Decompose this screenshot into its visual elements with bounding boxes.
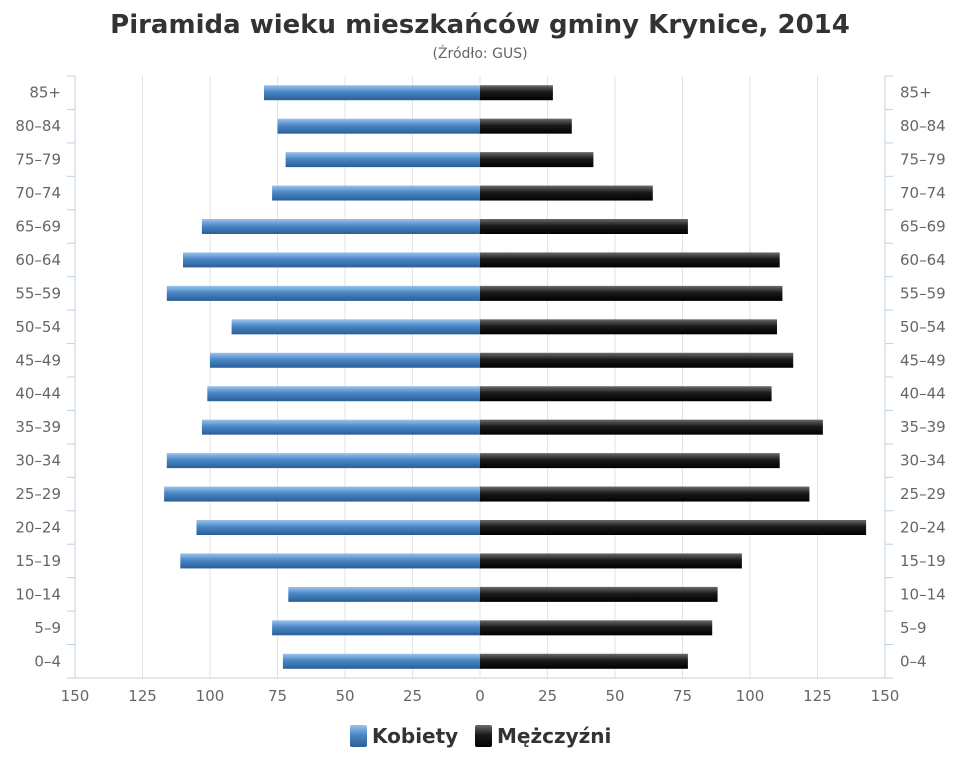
legend-kobiety-label: Kobiety [372,724,458,748]
bar-kobiety [164,486,480,502]
x-tick-label: 125 [128,687,157,705]
category-label-left: 65–69 [15,218,61,236]
category-label-left: 60–64 [15,251,61,269]
bar-mezczyzni [480,252,780,268]
x-tick-label: 25 [403,687,422,705]
axes: 150 125 100 75 50 25 0 25 50 75 100 125 150 85+ 85+ 80–… [15,75,946,705]
category-label-right: 15–19 [900,552,946,570]
category-label-left: 55–59 [15,284,61,302]
category-label-right: 40–44 [900,385,946,403]
x-tick-label: 0 [475,687,485,705]
bar-mezczyzni [480,486,810,502]
bar-mezczyzni [480,285,783,301]
x-tick-label: 75 [268,687,287,705]
category-label-right: 50–54 [900,318,946,336]
category-label-left: 80–84 [15,117,61,135]
category-label-right: 75–79 [900,151,946,169]
x-tick-label: 50 [605,687,624,705]
x-tick-label: 100 [736,687,765,705]
category-label-right: 0–4 [900,652,927,670]
bar-kobiety [201,219,480,234]
category-label-right: 25–29 [900,485,946,503]
bar-kobiety [277,118,480,134]
bar-kobiety [210,352,480,368]
x-tick-label: 75 [673,687,692,705]
x-tick-label: 150 [871,687,900,705]
bar-mezczyzni [480,185,653,201]
bar-mezczyzni [480,620,713,636]
category-label-right: 20–24 [900,519,946,537]
bar-mezczyzni [480,419,823,435]
category-label-left: 75–79 [15,151,61,169]
x-tick-label: 100 [196,687,225,705]
category-label-right: 5–9 [900,619,927,637]
bar-mezczyzni [480,319,777,335]
bar-mezczyzni [480,85,553,101]
category-label-left: 30–34 [15,452,61,470]
bar-kobiety [282,653,480,669]
legend-mezczyzni-label: Mężczyźni [497,724,611,748]
category-label-right: 30–34 [900,452,946,470]
category-label-left: 15–19 [15,552,61,570]
x-tick-label: 25 [538,687,557,705]
category-label-left: 35–39 [15,418,61,436]
category-label-left: 50–54 [15,318,61,336]
bars [164,85,867,669]
bar-kobiety [183,252,480,268]
category-label-left: 45–49 [15,351,61,369]
bar-mezczyzni [480,118,572,134]
category-label-left: 85+ [29,84,61,102]
legend-mezczyzni-swatch [475,725,492,747]
bar-mezczyzni [480,653,688,669]
legend-kobiety-swatch [350,725,367,747]
bar-kobiety [166,453,481,469]
chart-title: Piramida wieku mieszkańców gminy Krynice… [110,10,850,40]
bar-kobiety [272,185,480,201]
category-label-right: 85+ [900,84,932,102]
bar-kobiety [196,520,480,535]
x-tick-label: 125 [803,687,832,705]
category-label-right: 70–74 [900,184,946,202]
bar-kobiety [264,85,480,101]
bar-kobiety [207,386,481,402]
bar-kobiety [288,586,480,602]
category-label-right: 45–49 [900,351,946,369]
bar-mezczyzni [480,453,780,469]
bar-mezczyzni [480,352,794,368]
category-label-left: 70–74 [15,184,61,202]
bar-mezczyzni [480,152,594,168]
category-label-left: 10–14 [15,585,61,603]
category-label-right: 35–39 [900,418,946,436]
bar-kobiety [285,152,480,168]
category-label-right: 10–14 [900,585,946,603]
category-label-left: 0–4 [34,652,61,670]
bar-kobiety [166,285,481,301]
bar-mezczyzni [480,586,718,602]
category-label-right: 60–64 [900,251,946,269]
bar-kobiety [231,319,480,335]
category-label-left: 5–9 [34,619,61,637]
bar-mezczyzni [480,219,688,234]
bar-mezczyzni [480,553,742,569]
category-label-left: 40–44 [15,385,61,403]
bar-kobiety [272,620,480,636]
category-label-right: 55–59 [900,284,946,302]
chart-subtitle: (Źródło: GUS) [432,44,527,62]
category-label-left: 20–24 [15,519,61,537]
category-label-left: 25–29 [15,485,61,503]
category-label-right: 65–69 [900,218,946,236]
bar-mezczyzni [480,386,772,402]
bar-mezczyzni [480,520,867,535]
x-tick-label: 50 [335,687,354,705]
x-tick-label: 150 [61,687,90,705]
category-label-right: 80–84 [900,117,946,135]
bar-kobiety [201,419,480,435]
bar-kobiety [180,553,481,569]
legend: Kobiety Mężczyźni [350,724,611,748]
